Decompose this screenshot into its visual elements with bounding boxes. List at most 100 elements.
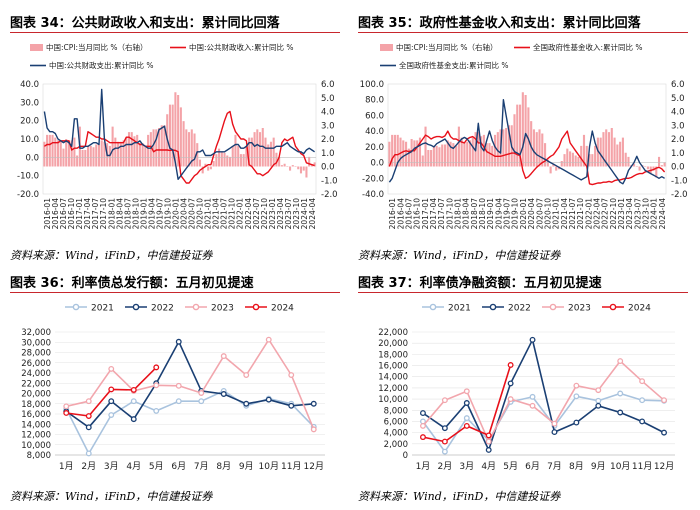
x-tick-label: 12月 — [304, 461, 324, 472]
y-right-tick-label: -2.0 — [671, 190, 688, 200]
y-left-tick-label: 40.0 — [365, 127, 384, 137]
y-tick-label: 10,000 — [378, 395, 408, 405]
y-tick-label: 12,000 — [378, 384, 408, 394]
cpi-bar — [407, 148, 410, 167]
series-2022-point — [485, 447, 492, 453]
cpi-bar — [535, 132, 538, 167]
x-tick-label: 2018-10 — [131, 198, 140, 230]
cpi-bar — [269, 141, 272, 167]
x-tick-label: 2016-10 — [67, 198, 76, 230]
series-2024-point — [463, 422, 470, 429]
series-2021-point — [463, 415, 470, 422]
cpi-bar — [127, 132, 131, 167]
cpi-bar — [585, 145, 588, 167]
cpi-bar — [443, 144, 447, 167]
series-2021-legend-marker — [429, 303, 437, 311]
y-right-tick-label: 5.0 — [321, 94, 335, 104]
x-tick-label: 4月 — [481, 461, 496, 472]
cpi-bar — [76, 155, 79, 167]
legend-revenue-label: 全国政府性基金收入:累计同比 % — [533, 42, 643, 52]
chart-title-37: 图表 37：利率债净融资额：五月初见提速 — [358, 272, 688, 293]
series-2023-legend-label: 2023 — [568, 304, 591, 314]
y-right-tick-label: 2.0 — [321, 135, 335, 145]
y-right-tick-label: 2.0 — [671, 135, 685, 145]
cpi-bar — [477, 132, 480, 167]
cpi-bar — [275, 152, 278, 167]
series-2024-legend-marker — [609, 303, 617, 311]
cpi-bar — [245, 145, 248, 167]
series-2023-point — [108, 365, 115, 372]
x-tick-label: 2022-04 — [593, 198, 602, 230]
x-tick-label: 2017-04 — [83, 198, 92, 230]
x-tick-label: 2019-01 — [486, 198, 495, 230]
x-tick-label: 2019-10 — [511, 198, 520, 230]
x-tick-label: 7月 — [547, 461, 562, 472]
series-2023-point — [288, 372, 295, 378]
cpi-bar — [179, 107, 182, 167]
series-2021-point — [153, 407, 160, 414]
x-tick-label: 2016-07 — [404, 198, 413, 230]
y-right-tick-label: 6.0 — [671, 80, 685, 90]
series-2023-point — [175, 382, 182, 389]
series-2024-point — [108, 386, 115, 393]
x-tick-label: 2016-01 — [388, 198, 397, 230]
series-2022-point — [243, 400, 250, 407]
cpi-bar — [627, 156, 630, 167]
x-tick-label: 2016-10 — [413, 198, 422, 230]
series-2024-point — [485, 432, 492, 439]
y-left-tick-label: 80.0 — [365, 96, 384, 106]
cpi-bar — [460, 137, 463, 167]
cpi-bar — [239, 154, 242, 167]
x-tick-label: 2017-07 — [91, 198, 100, 230]
y-tick-label: 22,000 — [21, 379, 51, 389]
cpi-bar — [248, 137, 251, 167]
x-tick-label: 2021-07 — [220, 198, 229, 230]
series-2022-point — [108, 398, 115, 405]
cpi-bar — [577, 156, 580, 167]
cpi-bar — [599, 137, 602, 167]
cpi-bar — [308, 156, 311, 167]
cpi-bar — [435, 145, 438, 167]
y-left-tick-label: 10.0 — [20, 135, 39, 145]
series-2024-legend-label: 2024 — [628, 304, 651, 314]
chart-title-34: 图表 34：公共财政收入和支出：累计同比回落 — [10, 12, 340, 33]
x-tick-label: 2019-10 — [163, 198, 172, 230]
cpi-bar — [502, 129, 505, 167]
cpi-bar — [234, 134, 237, 167]
x-tick-label: 5月 — [503, 461, 518, 472]
cpi-bar — [302, 166, 305, 171]
cpi-bar — [624, 152, 627, 167]
y-right-tick-label: -1.0 — [321, 176, 338, 186]
cpi-bar — [402, 140, 405, 167]
series-2023-point — [310, 426, 317, 433]
series-2021-legend-label: 2021 — [91, 304, 114, 314]
cpi-bar — [552, 163, 555, 167]
cpi-bar — [644, 166, 647, 167]
cpi-bar — [160, 125, 163, 167]
series-2024-point — [85, 413, 92, 419]
series-2023-point — [485, 438, 492, 445]
x-tick-label: 3月 — [459, 461, 474, 472]
series-2023-line — [422, 360, 665, 443]
series-2023-point — [463, 388, 470, 395]
series-2022-point — [175, 338, 182, 345]
cpi-bar — [607, 132, 611, 167]
cpi-bar — [54, 137, 57, 167]
series-2023-point — [265, 336, 272, 343]
cpi-bar — [163, 125, 166, 167]
x-tick-label: 2021-07 — [568, 198, 577, 230]
cpi-bar — [396, 134, 399, 167]
series-2022-point — [310, 400, 317, 407]
y-tick-label: 18,000 — [378, 350, 408, 360]
series-2024-legend-marker — [252, 303, 260, 311]
series-2022-point — [529, 336, 536, 343]
y-tick-label: 8,000 — [27, 451, 51, 461]
cpi-bar — [242, 154, 245, 167]
chart-title-35: 图表 35：政府性基金收入和支出：累计同比回落 — [358, 12, 688, 33]
x-tick-label: 2023-10 — [292, 198, 301, 230]
cpi-bar — [289, 166, 292, 171]
x-tick-label: 2024-01 — [650, 198, 659, 230]
cpi-bar — [432, 145, 435, 167]
cpi-bar — [193, 133, 196, 167]
series-2023-point — [529, 402, 536, 409]
